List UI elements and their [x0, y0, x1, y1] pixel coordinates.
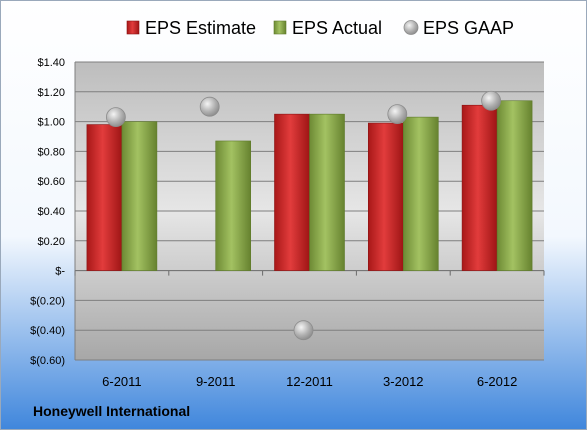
x-axis-ticks: 6-2011 9-2011 12-2011 3-2012 6-2012 — [74, 270, 545, 389]
x-tick-label: 6-2011 — [102, 374, 142, 389]
eps-actual-bar — [309, 113, 345, 271]
gaap-markers — [106, 90, 502, 341]
y-tick-label: $(0.40) — [30, 325, 65, 337]
y-tick-label: $(0.60) — [30, 355, 65, 367]
y-tick-label: $0.60 — [37, 176, 65, 188]
eps-actual-bar — [121, 121, 158, 271]
eps-estimate-bar — [274, 113, 310, 271]
legend-swatch — [273, 20, 287, 35]
legend-swatch — [403, 20, 419, 35]
bars — [86, 100, 533, 271]
eps-gaap-marker — [387, 104, 408, 125]
legend-swatch — [126, 20, 140, 35]
eps-gaap-marker — [481, 90, 502, 111]
x-tick-label: 6-2012 — [477, 374, 517, 389]
legend-label: EPS Actual — [292, 18, 382, 38]
eps-actual-bar — [215, 140, 251, 271]
eps-actual-bar — [496, 100, 533, 271]
y-tick-label: $(0.20) — [30, 295, 65, 307]
y-tick-label: $1.40 — [37, 57, 65, 69]
y-tick-label: $0.40 — [37, 206, 65, 218]
company-name: Honeywell International — [33, 403, 190, 419]
y-tick-label: $0.80 — [37, 146, 65, 158]
eps-gaap-marker — [293, 320, 314, 341]
y-tick-label: $1.00 — [37, 117, 65, 129]
x-tick-label: 9-2011 — [196, 374, 236, 389]
x-tick-label: 3-2012 — [383, 374, 423, 389]
legend: EPS Estimate EPS Actual EPS GAAP — [126, 18, 514, 38]
eps-estimate-bar — [367, 122, 404, 271]
y-tick-label: $0.20 — [37, 236, 65, 248]
y-axis-ticks: $1.40 $1.20 $1.00 $0.80 $0.60 $0.40 $0.20 $- $(0… — [30, 57, 65, 367]
y-tick-label: $1.20 — [37, 87, 65, 99]
x-tick-label: 12-2011 — [286, 374, 333, 389]
legend-label: EPS GAAP — [423, 18, 514, 38]
eps-estimate-bar — [461, 104, 498, 271]
y-tick-label: $- — [55, 266, 65, 278]
eps-gaap-marker — [199, 96, 220, 117]
eps-estimate-bar — [86, 124, 123, 271]
eps-gaap-marker — [106, 107, 126, 128]
legend-label: EPS Estimate — [145, 18, 256, 38]
eps-actual-bar — [402, 116, 439, 271]
